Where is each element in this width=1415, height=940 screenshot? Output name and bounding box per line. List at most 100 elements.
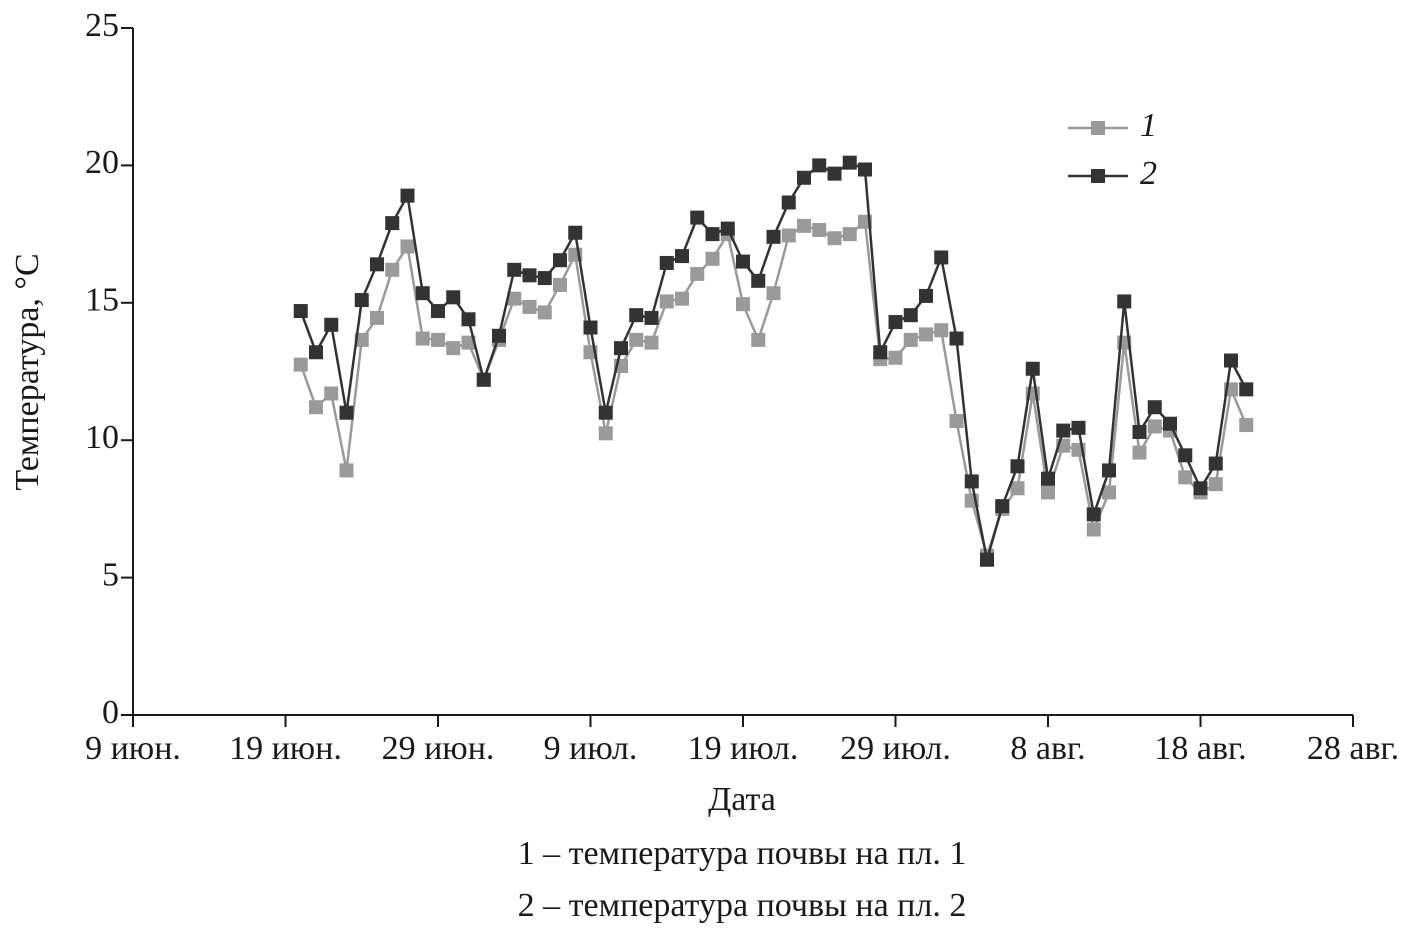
marker (1239, 418, 1254, 433)
marker (675, 249, 689, 264)
marker (720, 221, 735, 236)
marker (1147, 400, 1162, 415)
x-tick-label: 8 авг. (1010, 730, 1085, 767)
marker (919, 288, 933, 303)
marker (507, 291, 522, 306)
y-tick-label: 25 (85, 7, 119, 44)
marker (598, 426, 613, 441)
marker (385, 216, 400, 231)
x-tick-label: 29 июл. (840, 730, 951, 767)
marker (1193, 481, 1208, 496)
marker (766, 286, 781, 301)
marker (354, 332, 369, 347)
marker (949, 331, 964, 346)
marker (1010, 459, 1025, 474)
marker (812, 222, 827, 237)
marker (903, 308, 918, 323)
marker (537, 271, 552, 286)
marker (598, 405, 613, 420)
marker (553, 253, 567, 268)
marker (293, 304, 308, 319)
marker (370, 257, 384, 272)
marker (827, 231, 842, 246)
marker (1102, 485, 1116, 500)
marker (1178, 448, 1193, 463)
marker (309, 400, 323, 415)
marker (659, 255, 674, 270)
legend-label: 2 (1140, 155, 1157, 192)
marker (934, 323, 949, 338)
marker (675, 291, 689, 306)
legend-marker (1091, 121, 1105, 135)
marker (736, 254, 750, 269)
marker (339, 405, 354, 420)
marker (446, 290, 461, 305)
marker (690, 210, 705, 225)
marker (781, 195, 796, 210)
x-tick-label: 9 июн. (85, 730, 181, 767)
marker (1071, 420, 1086, 435)
marker (614, 341, 628, 356)
marker (736, 297, 750, 312)
marker (1041, 471, 1055, 486)
x-tick-label: 19 июл. (688, 730, 799, 767)
marker (568, 225, 583, 240)
marker (385, 262, 400, 277)
marker (522, 299, 537, 314)
marker (690, 266, 705, 281)
marker (431, 304, 445, 319)
marker (1132, 424, 1147, 439)
marker (354, 293, 369, 308)
marker (293, 357, 308, 372)
marker (705, 251, 720, 266)
y-tick-label: 15 (85, 282, 119, 319)
marker (842, 155, 857, 170)
marker (934, 250, 949, 265)
marker (370, 310, 384, 325)
marker (507, 262, 522, 277)
marker (1178, 470, 1193, 485)
legend-marker (1091, 169, 1105, 183)
y-tick-label: 20 (85, 144, 119, 181)
y-tick-label: 0 (102, 694, 119, 731)
legend-label: 1 (1140, 107, 1157, 144)
marker (812, 158, 827, 173)
marker (400, 188, 415, 203)
marker (1147, 419, 1162, 434)
marker (705, 227, 720, 242)
marker (644, 335, 659, 350)
marker (537, 305, 552, 320)
marker (1086, 507, 1101, 522)
marker (888, 350, 903, 365)
x-tick-label: 28 авг. (1307, 730, 1399, 767)
x-tick-label: 19 июн. (229, 730, 342, 767)
x-axis-label: Дата (708, 781, 776, 818)
caption: 2 – температура почвы на пл. 2 (518, 887, 967, 924)
marker (659, 294, 674, 309)
marker (431, 332, 445, 347)
marker (1041, 485, 1055, 500)
marker (842, 227, 857, 242)
marker (949, 413, 964, 428)
marker (476, 372, 491, 387)
marker (797, 218, 811, 233)
marker (1208, 477, 1223, 492)
marker (964, 474, 979, 489)
marker (492, 328, 506, 343)
marker (1208, 456, 1223, 471)
marker (309, 345, 323, 360)
marker (583, 320, 598, 335)
marker (1117, 294, 1132, 309)
marker (324, 386, 339, 401)
marker (1025, 361, 1040, 376)
marker (1102, 463, 1116, 478)
marker (980, 552, 994, 567)
marker (827, 166, 842, 181)
marker (1163, 416, 1177, 431)
marker (919, 327, 933, 342)
marker (629, 332, 644, 347)
marker (751, 273, 766, 288)
marker (415, 331, 430, 346)
marker (522, 268, 537, 283)
